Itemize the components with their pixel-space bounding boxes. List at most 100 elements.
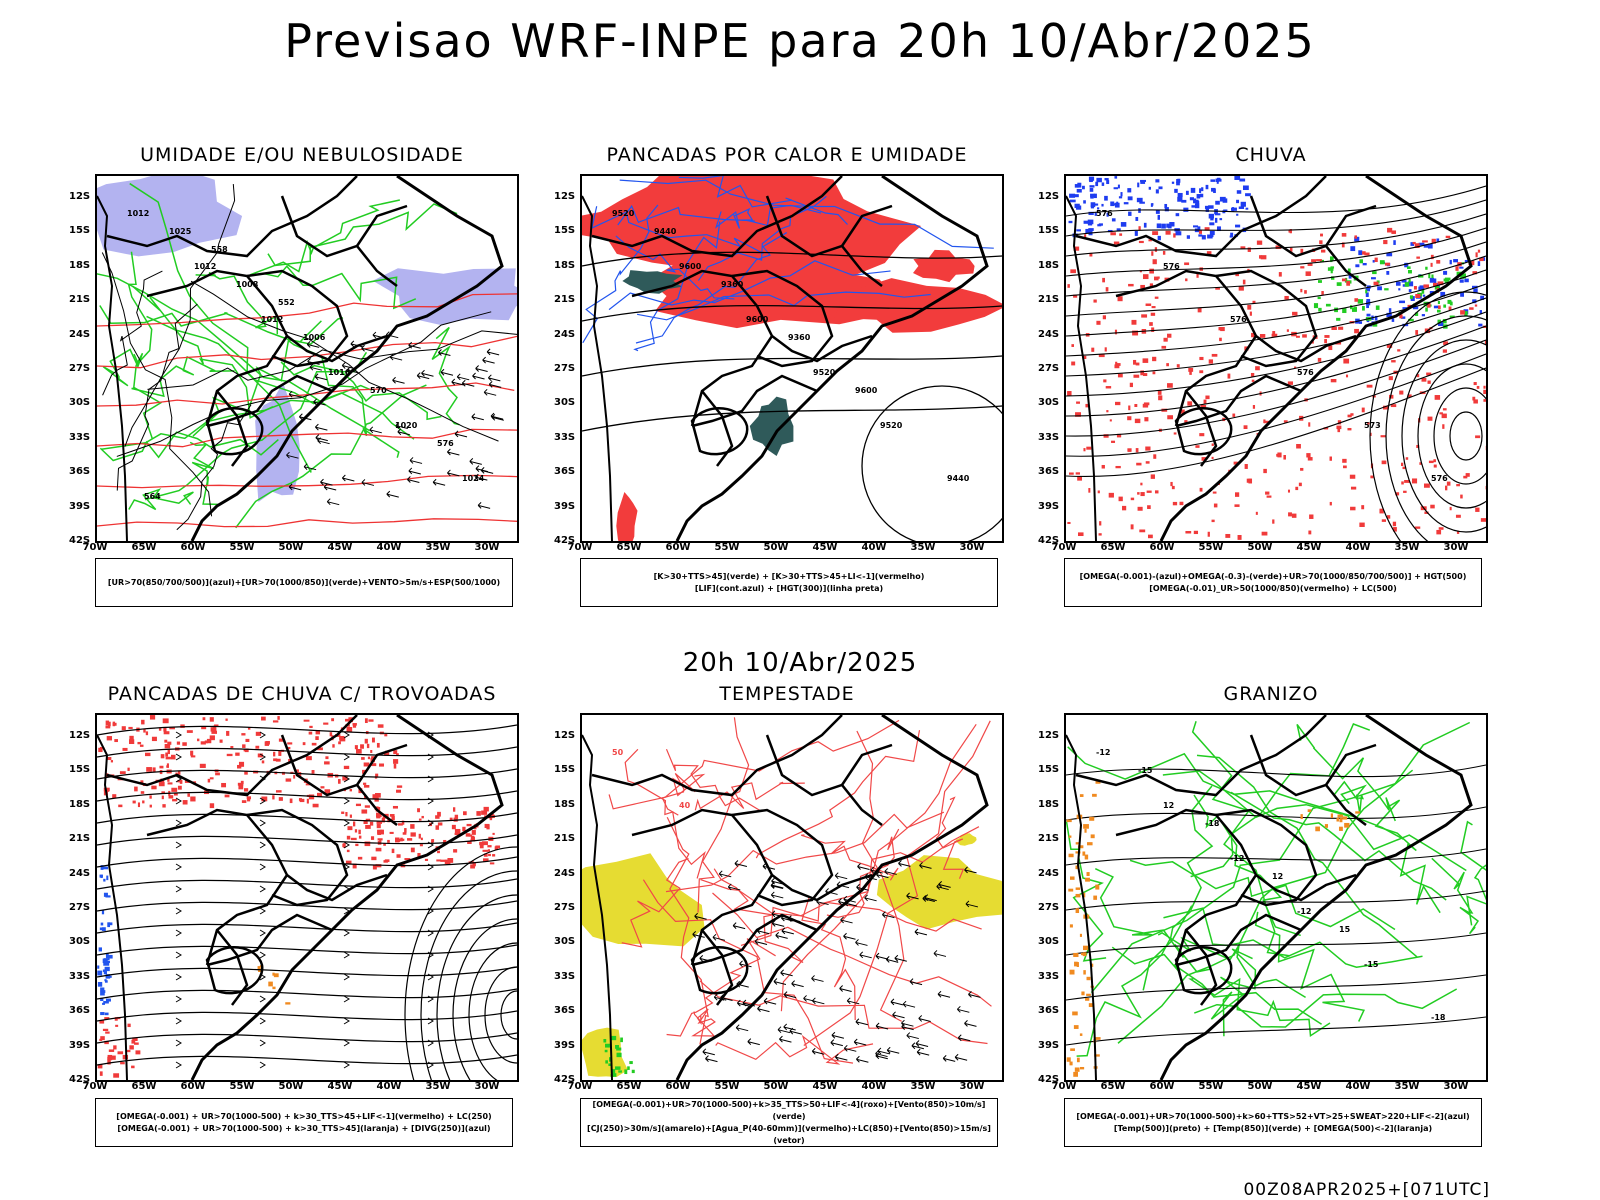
humidity-shade (97, 176, 243, 257)
rain-cell (1103, 379, 1107, 383)
water-content-contour (694, 781, 805, 811)
thunderstorm-cell (305, 756, 312, 761)
omega-blue-cell (1190, 187, 1196, 193)
wind-vector (341, 362, 355, 369)
thunderstorm-cell (374, 797, 379, 802)
thunderstorm-cell (165, 752, 169, 757)
rain-cell (1235, 492, 1240, 497)
omega-green-cell (1357, 299, 1364, 304)
longitude-label: 55W (714, 542, 740, 553)
thunderstorm-cell (437, 850, 440, 854)
rain-cell (1448, 306, 1452, 311)
humidity-contour (129, 182, 312, 473)
mid-title: 20h 10/Abr/2025 (682, 648, 918, 678)
streamline (97, 1054, 517, 1066)
omega-green-cell (1325, 303, 1331, 307)
thunderstorm-cell (135, 1050, 141, 1055)
thunderstorm-cell (311, 742, 317, 746)
contour-label: 9440 (947, 474, 970, 483)
omega-orange-cell (1069, 1061, 1073, 1066)
longitude-label: 60W (665, 542, 691, 553)
humidity-contour (128, 488, 194, 511)
latitude-label: 21S (69, 294, 91, 306)
streamline-arrow (259, 1061, 266, 1069)
omega-blue-cell (1069, 199, 1076, 203)
rain-cell (1127, 448, 1132, 452)
omega-green-cell (1447, 299, 1452, 304)
wind-vector (783, 1023, 796, 1031)
thunderstorm-cell (365, 824, 371, 829)
rain-cell (1167, 415, 1174, 420)
rain-cell (1199, 356, 1204, 361)
wind-vector (965, 900, 979, 908)
omega-green-cell (1384, 288, 1389, 291)
rain-cell (1432, 282, 1438, 287)
temp-850-contour (1210, 948, 1257, 1037)
wind-vector (306, 341, 320, 348)
thunderstorm-cell (470, 835, 475, 839)
high-pressure-contour (484, 966, 517, 1064)
thunderstorm-cell (137, 741, 142, 745)
thunderstorm-cell (275, 758, 281, 762)
omega-green-cell (1464, 311, 1468, 316)
longitude-label: 65W (1100, 542, 1126, 553)
streamline-arrow (175, 1039, 182, 1047)
latitude-label: 15S (69, 225, 91, 237)
rain-cell (1475, 435, 1481, 439)
geopotential-contour (1066, 325, 1486, 417)
latitude-label: 12S (69, 191, 91, 202)
thunderstorm-cell (453, 849, 458, 853)
latitude-label: 21S (554, 833, 576, 845)
thunderstorm-cell (379, 839, 382, 843)
latitude-label: 18S (554, 798, 576, 810)
omega-blue-cell (1087, 219, 1094, 225)
omega-orange-cell (1073, 1071, 1078, 1077)
rain-cell (1142, 403, 1149, 408)
thunderstorm-cell (349, 814, 352, 818)
streamline-arrow (259, 885, 266, 893)
country-border (840, 204, 893, 247)
thunderstorm-cell (225, 718, 228, 721)
omega-orange-cell (1300, 814, 1303, 820)
omega-blue-cell (1177, 192, 1183, 198)
wind-vector (783, 991, 797, 999)
thunderstorm-cell (107, 721, 111, 727)
omega-blue-cell (1110, 201, 1115, 207)
thunderstorm-cell (384, 733, 388, 737)
longitude-label: 70W (1051, 542, 1077, 553)
rain-cell (1388, 376, 1393, 381)
lifted-index-contour (608, 260, 891, 311)
high-pressure-contour (500, 990, 517, 1040)
longitude-label: 45W (327, 1081, 353, 1092)
thunderstorm-cell (377, 724, 384, 728)
streamline-arrow (259, 951, 266, 959)
thunderstorm-cell (395, 837, 400, 843)
thunderstorm-cell (377, 829, 383, 834)
omega-blue-cell (1205, 184, 1209, 190)
rain-cell (1391, 230, 1397, 234)
rain-cell (1143, 373, 1148, 377)
wind-vector (361, 479, 375, 486)
map-umidade: 1012 1012 1012 1016 1020 1024 1025 1008 1006 570 5… (95, 174, 519, 543)
country-border (691, 913, 818, 967)
thunderstorm-cell (110, 760, 114, 763)
streamline (97, 878, 517, 890)
thunderstorm-cell (363, 820, 368, 824)
rain-cell (1116, 433, 1122, 438)
streamline-arrow (343, 731, 350, 739)
omega-blue-cell (1242, 185, 1249, 191)
wind-vector (447, 469, 460, 477)
omega-orange-cell (1087, 842, 1093, 846)
thunderstorm-cell (131, 1065, 135, 1069)
longitude-label: 60W (1149, 542, 1175, 553)
thunderstorm-cell (489, 816, 493, 821)
country-border (106, 176, 358, 258)
omega-green-cell (1318, 280, 1322, 283)
rain-cell (1405, 457, 1409, 460)
omega-blue-cell (1386, 270, 1390, 275)
thunderstorm-cell (389, 814, 395, 817)
longitude-label: 65W (616, 542, 642, 553)
omega-green-cell (1456, 271, 1462, 276)
thunderstorm-cell (230, 746, 234, 749)
lifted-index-contour (615, 235, 735, 300)
